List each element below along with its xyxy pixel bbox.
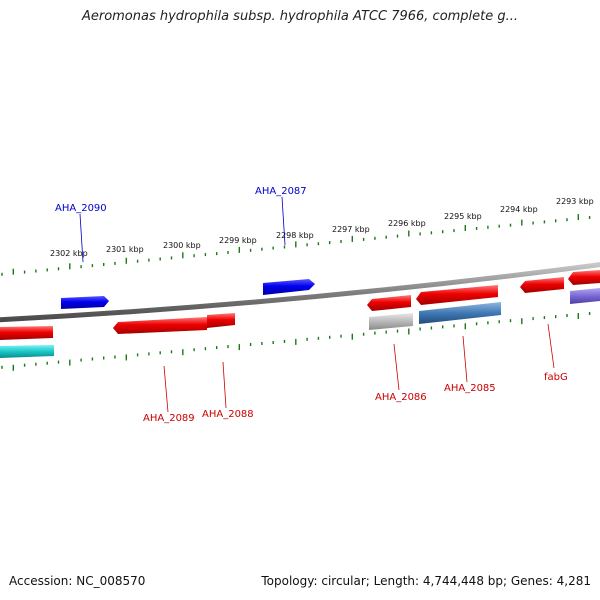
gene-aha-2086[interactable]	[367, 295, 411, 311]
gene-fabg[interactable]	[520, 277, 564, 293]
map-title: Aeromonas hydrophila subsp. hydrophila A…	[81, 9, 519, 24]
ruler-label-2296: 2296 kbp	[388, 219, 426, 228]
gray-gene[interactable]	[369, 313, 413, 330]
ruler-label-2297: 2297 kbp	[332, 225, 370, 234]
leader-fabg	[547, 323, 555, 369]
gene-label-aha-2090: AHA_2090	[55, 203, 107, 214]
leader-aha-2089	[163, 365, 169, 413]
ruler-label-2298: 2298 kbp	[276, 231, 314, 240]
leader-aha-2085	[462, 335, 468, 383]
gene-label-aha-2086: AHA_2086	[375, 392, 427, 403]
ruler-label-2300: 2300 kbp	[163, 241, 201, 250]
gene-left-edge[interactable]	[0, 326, 53, 340]
gene-aha-2085[interactable]	[416, 285, 498, 305]
gene-label-aha-2085: AHA_2085	[444, 383, 496, 394]
leader-aha-2088	[222, 361, 227, 409]
ruler-label-2295: 2295 kbp	[444, 212, 482, 221]
topology-summary: Topology: circular; Length: 4,744,448 bp…	[261, 574, 591, 588]
ruler-label-2301: 2301 kbp	[106, 245, 144, 254]
genome-backbone	[0, 262, 600, 323]
gene-label-fabg: fabG	[544, 372, 568, 383]
ruler-label-2299: 2299 kbp	[219, 236, 257, 245]
steel-gene[interactable]	[419, 302, 501, 324]
leader-aha-2086	[393, 343, 400, 391]
gene-aha-2087[interactable]	[263, 279, 315, 295]
cyan-gene-left[interactable]	[0, 345, 54, 358]
ruler-label-2302: 2302 kbp	[50, 249, 88, 258]
gene-aha-2089[interactable]	[113, 317, 207, 334]
ruler-label-2293: 2293 kbp	[556, 197, 594, 206]
accession-text: Accession: NC_008570	[9, 574, 146, 588]
leader-aha-2090	[79, 213, 84, 263]
ruler-label-2294: 2294 kbp	[500, 205, 538, 214]
outer-ruler-ticks	[1, 214, 591, 276]
gene-label-aha-2088: AHA_2088	[202, 409, 254, 420]
inner-ruler-ticks	[1, 312, 591, 371]
gene-label-aha-2089: AHA_2089	[143, 413, 195, 424]
gene-label-aha-2087: AHA_2087	[255, 186, 307, 197]
gene-aha-2090[interactable]	[61, 296, 109, 309]
gene-right-edge[interactable]	[568, 270, 600, 285]
leader-aha-2087	[281, 196, 286, 246]
gene-aha-2088[interactable]	[207, 313, 235, 328]
purple-gene-right[interactable]	[570, 288, 600, 304]
